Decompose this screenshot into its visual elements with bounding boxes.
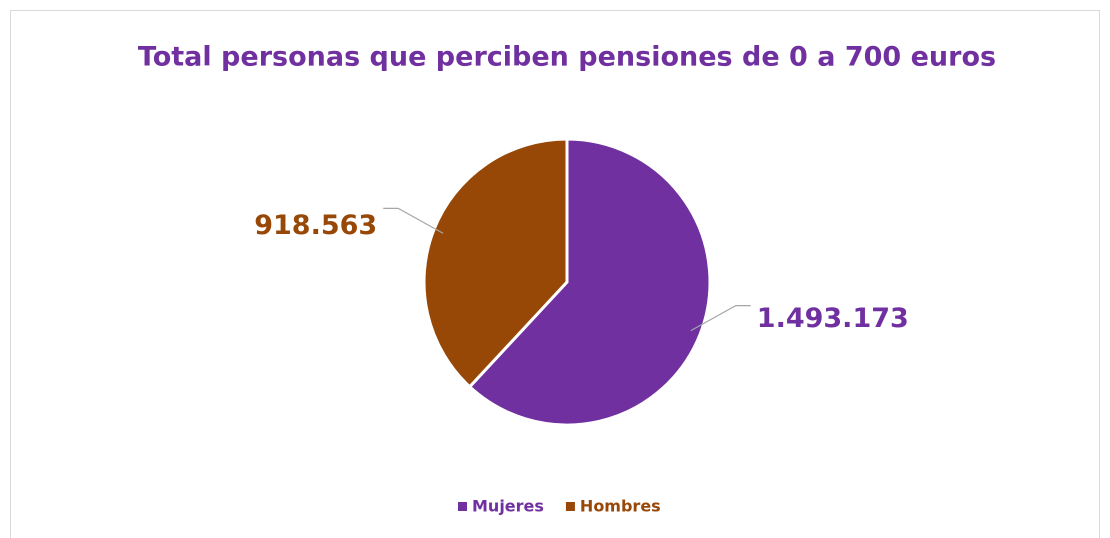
pie-slice bbox=[467, 137, 712, 427]
legend-swatch bbox=[458, 502, 467, 511]
leader-line bbox=[383, 207, 444, 234]
legend-swatch bbox=[565, 502, 575, 511]
legend-label: Mujeres bbox=[472, 497, 544, 516]
pie-slice bbox=[422, 137, 569, 389]
data-label: 1.493.173 bbox=[757, 303, 909, 334]
leader-line bbox=[690, 305, 751, 332]
chart-title: Total personas que perciben pensiones de… bbox=[138, 42, 996, 73]
legend-label: Hombres bbox=[580, 497, 661, 516]
data-label: 918.563 bbox=[254, 210, 377, 241]
